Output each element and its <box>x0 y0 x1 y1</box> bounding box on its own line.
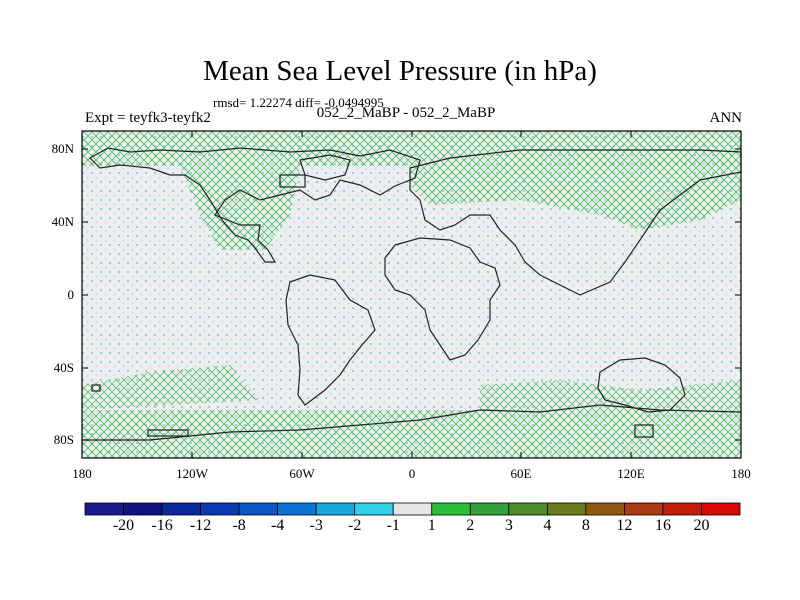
colorbar-swatch <box>123 502 163 516</box>
colorbar-label: 3 <box>504 517 513 534</box>
x-tick-label: 0 <box>408 466 416 481</box>
colorbar-swatch <box>277 502 317 516</box>
colorbar-swatch <box>354 502 394 516</box>
y-tick-label: 40S <box>53 360 74 375</box>
x-tick-label: 180 <box>731 466 751 481</box>
colorbar-label: 2 <box>466 517 475 534</box>
colorbar-label: -16 <box>151 517 173 534</box>
colorbar-swatch <box>392 502 433 516</box>
colorbar-label: 20 <box>693 517 710 534</box>
colorbar-label: 1 <box>427 517 436 534</box>
colorbar-label: -3 <box>309 517 323 534</box>
colorbar-label: -1 <box>386 517 400 534</box>
x-tick-label: 180 <box>72 466 92 481</box>
x-tick-label: 120W <box>176 466 208 481</box>
colorbar-swatch <box>315 502 356 516</box>
experiment-label: Expt = teyfk3-teyfk2 <box>85 110 211 126</box>
x-tick-label: 60E <box>510 466 532 481</box>
north-america-outline <box>89 147 421 263</box>
colorbar-label: 8 <box>581 517 590 534</box>
australia-outline <box>597 357 686 413</box>
x-tick-label: 60W <box>289 466 315 481</box>
y-tick-label: 0 <box>67 287 75 302</box>
colorbar-swatch <box>546 502 587 516</box>
colorbar-swatch <box>161 502 201 516</box>
y-tick-label: 80S <box>53 432 74 447</box>
stats-label: rmsd= 1.22274 diff= -0.0494995 <box>213 95 384 110</box>
colorbar-label: 4 <box>543 517 552 534</box>
colorbar-swatch <box>431 502 471 516</box>
eurasia-outline <box>409 149 742 296</box>
colorbar-swatch <box>200 502 240 516</box>
colorbar-swatch <box>84 502 124 516</box>
colorbar-swatch <box>585 502 625 516</box>
colorbar-label: -4 <box>270 517 285 534</box>
antarctica-outline <box>82 404 742 441</box>
colorbar-label: 12 <box>616 517 633 534</box>
coastlines <box>82 147 742 441</box>
y-tick-label: 40N <box>51 214 74 229</box>
south-america-outline <box>285 274 376 406</box>
colorbar-label: 16 <box>654 517 671 534</box>
colorbar-swatch <box>508 502 548 516</box>
case-label: 052_2_MaBP - 052_2_MaBP <box>316 105 496 121</box>
colorbar-label: -20 <box>112 517 135 534</box>
colorbar-swatch <box>238 502 279 516</box>
season-label: ANN <box>709 110 743 126</box>
colorbar-swatch <box>624 502 664 516</box>
map-title: Mean Sea Level Pressure (in hPa) <box>203 55 597 87</box>
colorbar-label: -12 <box>189 517 212 534</box>
africa-outline <box>384 237 501 361</box>
colorbar-swatch <box>701 502 741 516</box>
colorbar-label: -2 <box>348 517 362 534</box>
axis-ticks <box>82 131 741 458</box>
colorbar-swatch <box>469 502 510 516</box>
x-tick-label: 120E <box>617 466 645 481</box>
colorbar-label: -8 <box>232 517 246 534</box>
colorbar <box>84 502 741 516</box>
y-tick-label: 80N <box>51 141 74 156</box>
colorbar-swatch <box>662 502 702 516</box>
